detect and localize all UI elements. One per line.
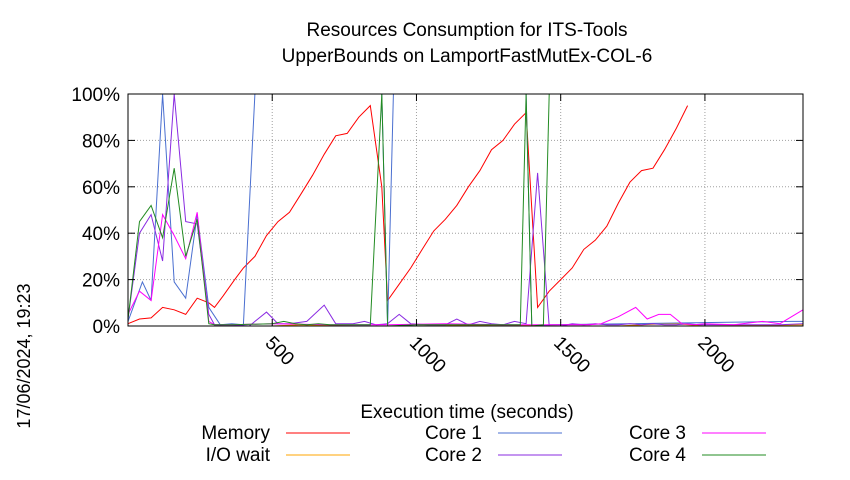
legend-label-core-4: Core 4 xyxy=(629,445,686,466)
y-tick-label: 60% xyxy=(82,178,120,199)
y-tick-label: 100% xyxy=(71,85,120,106)
plot-frame xyxy=(127,93,804,327)
legend-label-i-o-wait: I/O wait xyxy=(206,445,271,466)
chart-subtitle: UpperBounds on LamportFastMutEx-COL-6 xyxy=(282,46,653,67)
y-tick-label: 40% xyxy=(82,224,120,245)
x-axis-label: Execution time (seconds) xyxy=(360,402,573,423)
legend-label-core-2: Core 2 xyxy=(425,445,482,466)
legend-label-core-1: Core 1 xyxy=(425,423,482,444)
series-line-memory xyxy=(127,104,689,325)
chart-title: Resources Consumption for ITS-Tools xyxy=(306,20,627,41)
y-tick-label: 20% xyxy=(82,271,120,292)
y-tick-label: 0% xyxy=(93,317,121,338)
legend-label-core-3: Core 3 xyxy=(629,423,686,444)
y-axis-ticks: 0% 20% 40% 60% 80% 100% xyxy=(71,85,803,338)
timestamp-label: 17/06/2024, 19:23 xyxy=(14,283,34,428)
y-tick-label: 80% xyxy=(82,131,120,152)
series-line-core-4 xyxy=(127,93,803,327)
legend-label-memory: Memory xyxy=(201,423,270,444)
